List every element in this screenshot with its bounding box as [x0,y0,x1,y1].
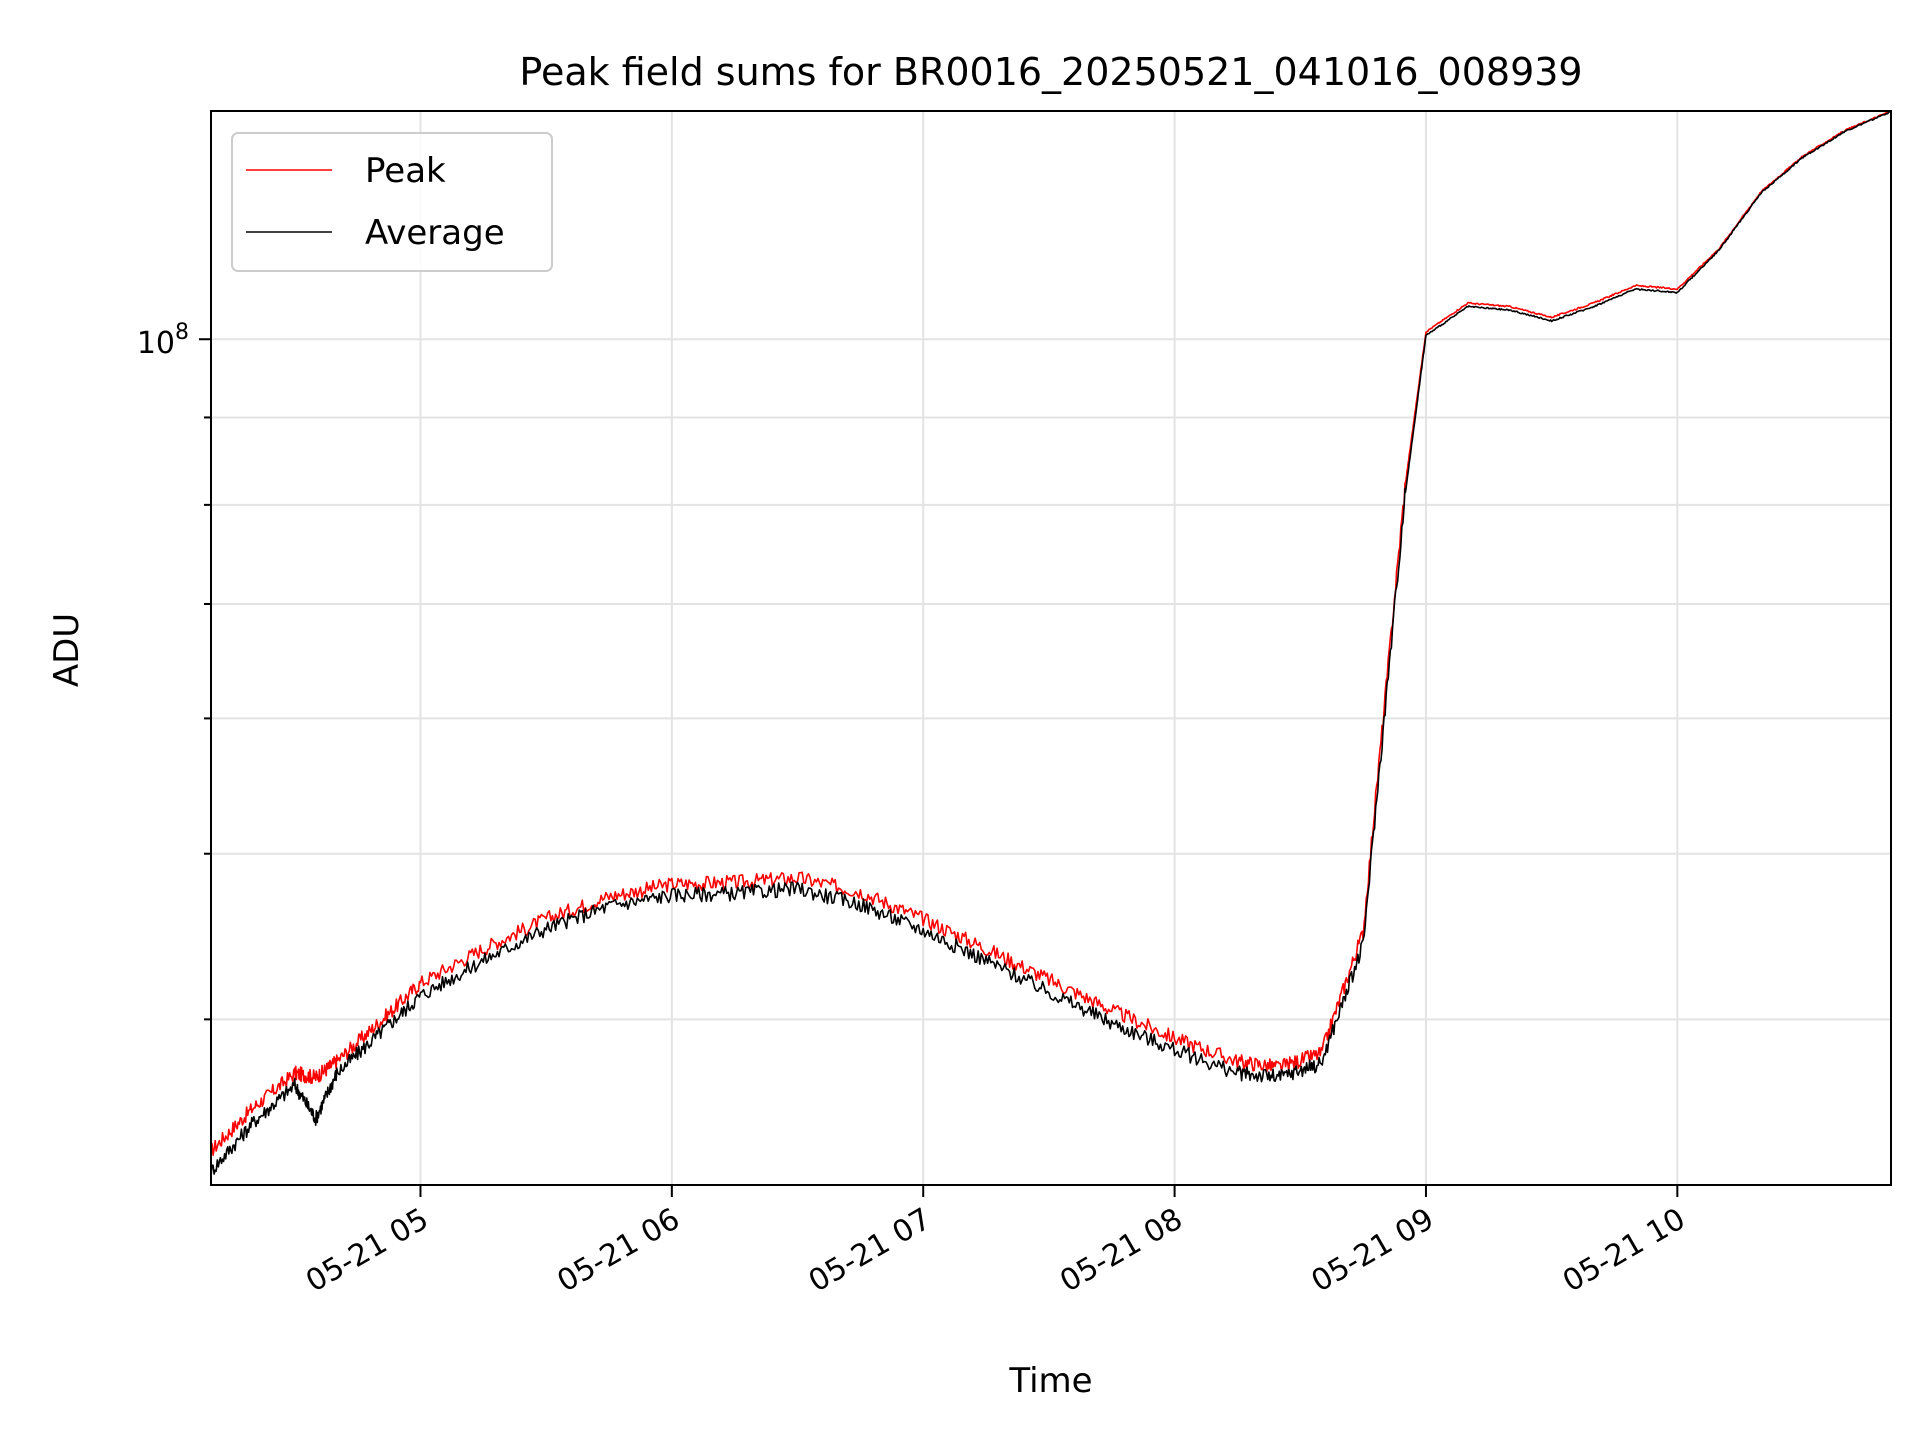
plot-frame [210,110,1892,1186]
x-axis-label: Time [1008,1361,1092,1401]
grid [211,111,1891,1185]
chart-title: Peak field sums for BR0016_20250521_0410… [519,50,1582,94]
legend-label-peak: Peak [365,151,446,191]
legend-box [231,132,553,272]
series-line-peak [210,110,1892,1156]
legend-label-average: Average [365,213,505,253]
series-lines [210,110,1892,1177]
y-axis-label: ADU [47,613,87,687]
series-line-average [210,110,1892,1177]
y-tick-label: 108 [137,320,189,361]
legend: Peak Average [231,132,553,272]
